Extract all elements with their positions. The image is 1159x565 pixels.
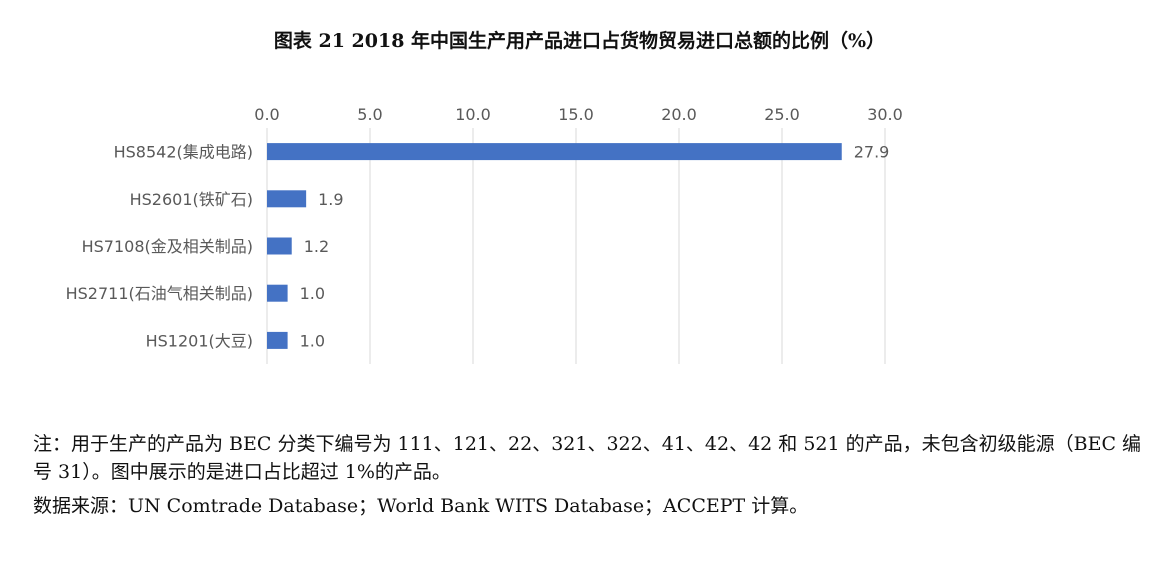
data-label: 1.9 — [318, 190, 343, 209]
bar — [267, 284, 288, 302]
x-tick-label: 0.0 — [254, 105, 279, 124]
data-label: 1.2 — [304, 237, 329, 256]
category-label: HS2601(铁矿石) — [130, 190, 253, 209]
chart-title: 图表 21 2018 年中国生产用产品进口占货物贸易进口总额的比例（%） — [273, 30, 886, 52]
x-tick-label: 5.0 — [357, 105, 382, 124]
bar — [267, 190, 307, 208]
data-label: 1.0 — [300, 284, 325, 303]
gridlines — [266, 128, 886, 364]
bars — [267, 143, 842, 349]
notes: 注：用于生产的产品为 BEC 分类下编号为 111、121、22、321、322… — [33, 430, 1153, 526]
x-tick-label: 25.0 — [764, 105, 800, 124]
bar — [267, 143, 842, 161]
data-label: 1.0 — [300, 331, 325, 350]
x-tick-label: 15.0 — [558, 105, 594, 124]
category-label: HS8542(集成电路) — [114, 143, 253, 162]
category-labels: HS8542(集成电路) HS2601(铁矿石) HS7108(金及相关制品) HS2… — [66, 143, 253, 351]
bar — [267, 331, 288, 349]
data-label: 27.9 — [854, 143, 890, 162]
x-tick-label: 30.0 — [867, 105, 903, 124]
category-label: HS1201(大豆) — [146, 331, 253, 350]
note-text: 注：用于生产的产品为 BEC 分类下编号为 111、121、22、321、322… — [33, 433, 1142, 483]
bar — [267, 237, 292, 255]
x-tick-label: 10.0 — [455, 105, 491, 124]
x-axis-ticks: 0.0 5.0 10.0 15.0 20.0 25.0 30.0 — [254, 105, 903, 124]
x-tick-label: 20.0 — [661, 105, 697, 124]
value-labels: 27.9 1.9 1.2 1.0 1.0 — [300, 143, 890, 351]
bar-chart: 0.0 5.0 10.0 15.0 20.0 25.0 30.0 HS8542(集成电路)H… — [66, 105, 903, 364]
category-label: HS2711(石油气相关制品) — [66, 284, 253, 303]
category-label: HS7108(金及相关制品) — [82, 237, 253, 256]
source-text: 数据来源：UN Comtrade Database；World Bank WIT… — [33, 495, 809, 517]
